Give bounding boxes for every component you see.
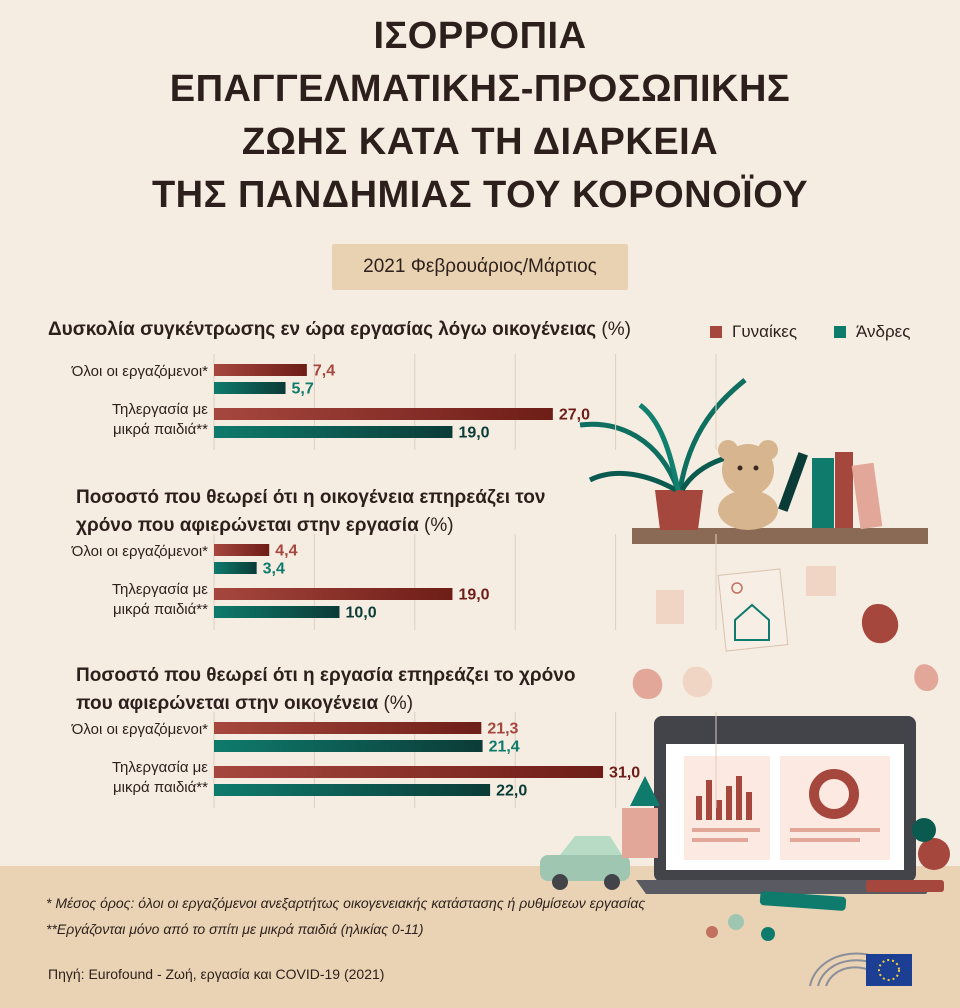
chart-2-category-label-1: Όλοι οι εργαζόμενοι*	[71, 543, 208, 560]
chart-2-value-label-men-2: 10,0	[346, 605, 377, 622]
chart-3-value-label-men-1: 21,4	[489, 739, 520, 756]
chart-1-bar-women-2	[214, 408, 553, 420]
chart-1-value-label-men-1: 5,7	[292, 381, 314, 398]
chart-2-value-label-women-1: 4,4	[275, 543, 297, 560]
date-badge: 2021 Φεβρουάριος/Μάρτιος	[332, 244, 628, 290]
title-line-2: ΕΠΑΓΓΕΛΜΑΤΙΚΗΣ-ΠΡΟΣΩΠΙΚΗΣ	[169, 68, 791, 110]
chart-1-title: Δυσκολία συγκέντρωσης εν ώρα εργασίας λό…	[48, 316, 631, 344]
chart-2-bar-men-2	[214, 606, 340, 618]
chart-3-bar-men-1	[214, 740, 483, 752]
legend-women: Γυναίκες	[710, 322, 797, 342]
chart-3-bar-men-2	[214, 784, 491, 796]
chart-1-title-text: Δυσκολία συγκέντρωσης εν ώρα εργασίας λό…	[48, 319, 597, 340]
chart-2-category-label-2-line-2: μικρά παιδιά**	[113, 601, 208, 618]
chart-1-bar-men-2	[214, 426, 453, 438]
chart-3-value-label-women-1: 21,3	[487, 721, 518, 738]
chart-2-title-line-1: Ποσοστό που θεωρεί ότι η οικογένεια επηρ…	[76, 487, 546, 508]
legend-men-label: Άνδρες	[856, 322, 911, 341]
chart-1-bar-men-1	[214, 382, 286, 394]
page-title: ΙΣΟΡΡΟΠΙΑ ΕΠΑΓΓΕΛΜΑΤΙΚΗΣ-ΠΡΟΣΩΠΙΚΗΣ ΖΩΗΣ…	[0, 10, 960, 222]
shelf-illustration	[579, 378, 928, 544]
chart-1-bar-women-1	[214, 364, 307, 376]
chart-3-category-label-2-line-1: Τηλεργασία με	[112, 759, 208, 776]
chart-2-unit: (%)	[424, 515, 454, 536]
chart-2-category-label-2-line-1: Τηλεργασία με	[112, 581, 208, 598]
chart-2-bar-men-1	[214, 562, 257, 574]
title-line-4: ΤΗΣ ΠΑΝΔΗΜΙΑΣ ΤΟΥ ΚΟΡΟΝΟΪΟΥ	[151, 174, 809, 216]
chart-3-value-label-men-2: 22,0	[496, 783, 527, 800]
chart-1-value-label-women-1: 7,4	[313, 363, 335, 380]
chart-3-bar-women-2	[214, 766, 604, 778]
legend-women-swatch	[710, 326, 722, 338]
chart-1-category-label-1: Όλοι οι εργαζόμενοι*	[71, 363, 208, 380]
footnote-1: * Μέσος όρος: όλοι οι εργαζόμενοι ανεξαρ…	[46, 895, 646, 911]
chart-1-unit: (%)	[601, 319, 631, 340]
legend-men: Άνδρες	[834, 322, 910, 342]
chart-2-title: Ποσοστό που θεωρεί ότι η οικογένεια επηρ…	[76, 484, 545, 540]
chart-2-title-line-2: χρόνο που αφιερώνεται στην εργασία	[76, 515, 419, 536]
legend-women-label: Γυναίκες	[732, 322, 798, 341]
chart-3-title-line-1: Ποσοστό που θεωρεί ότι η εργασία επηρεάζ…	[76, 665, 576, 686]
chart-3-value-label-women-2: 31,0	[609, 765, 640, 782]
chart-3-unit: (%)	[383, 693, 414, 714]
title-line-3: ΖΩΗΣ ΚΑΤΑ ΤΗ ΔΙΑΡΚΕΙΑ	[241, 121, 719, 163]
title-line-1: ΙΣΟΡΡΟΠΙΑ	[373, 15, 587, 57]
chart-1-category-label-2-line-2: μικρά παιδιά**	[113, 421, 208, 438]
chart-2-bar-women-2	[214, 588, 453, 600]
chart-3-bar-women-1	[214, 722, 482, 734]
chart-3-category-label-1: Όλοι οι εργαζόμενοι*	[71, 721, 208, 738]
legend-men-swatch	[834, 326, 846, 338]
chart-2-value-label-women-2: 19,0	[458, 587, 489, 604]
chart-3-title-line-2: που αφιερώνεται στην οικογένεια	[76, 693, 379, 714]
chart-1-value-label-women-2: 27,0	[559, 407, 590, 424]
chart-3-title: Ποσοστό που θεωρεί ότι η εργασία επηρεάζ…	[76, 662, 575, 718]
wall-drawings	[632, 566, 939, 700]
chart-2-value-label-men-1: 3,4	[263, 561, 285, 578]
chart-1-category-label-2-line-1: Τηλεργασία με	[112, 401, 208, 418]
chart-2-bar-women-1	[214, 544, 270, 556]
eu-parliament-logo	[809, 952, 912, 987]
chart-3-category-label-2-line-2: μικρά παιδιά**	[113, 779, 208, 796]
footnote-2: **Εργάζονται μόνο από το σπίτι με μικρά …	[46, 921, 424, 937]
chart-1-value-label-men-2: 19,0	[458, 425, 489, 442]
source-line: Πηγή: Eurofound - Ζωή, εργασία και COVID…	[48, 966, 385, 982]
laptop-illustration	[540, 716, 950, 941]
